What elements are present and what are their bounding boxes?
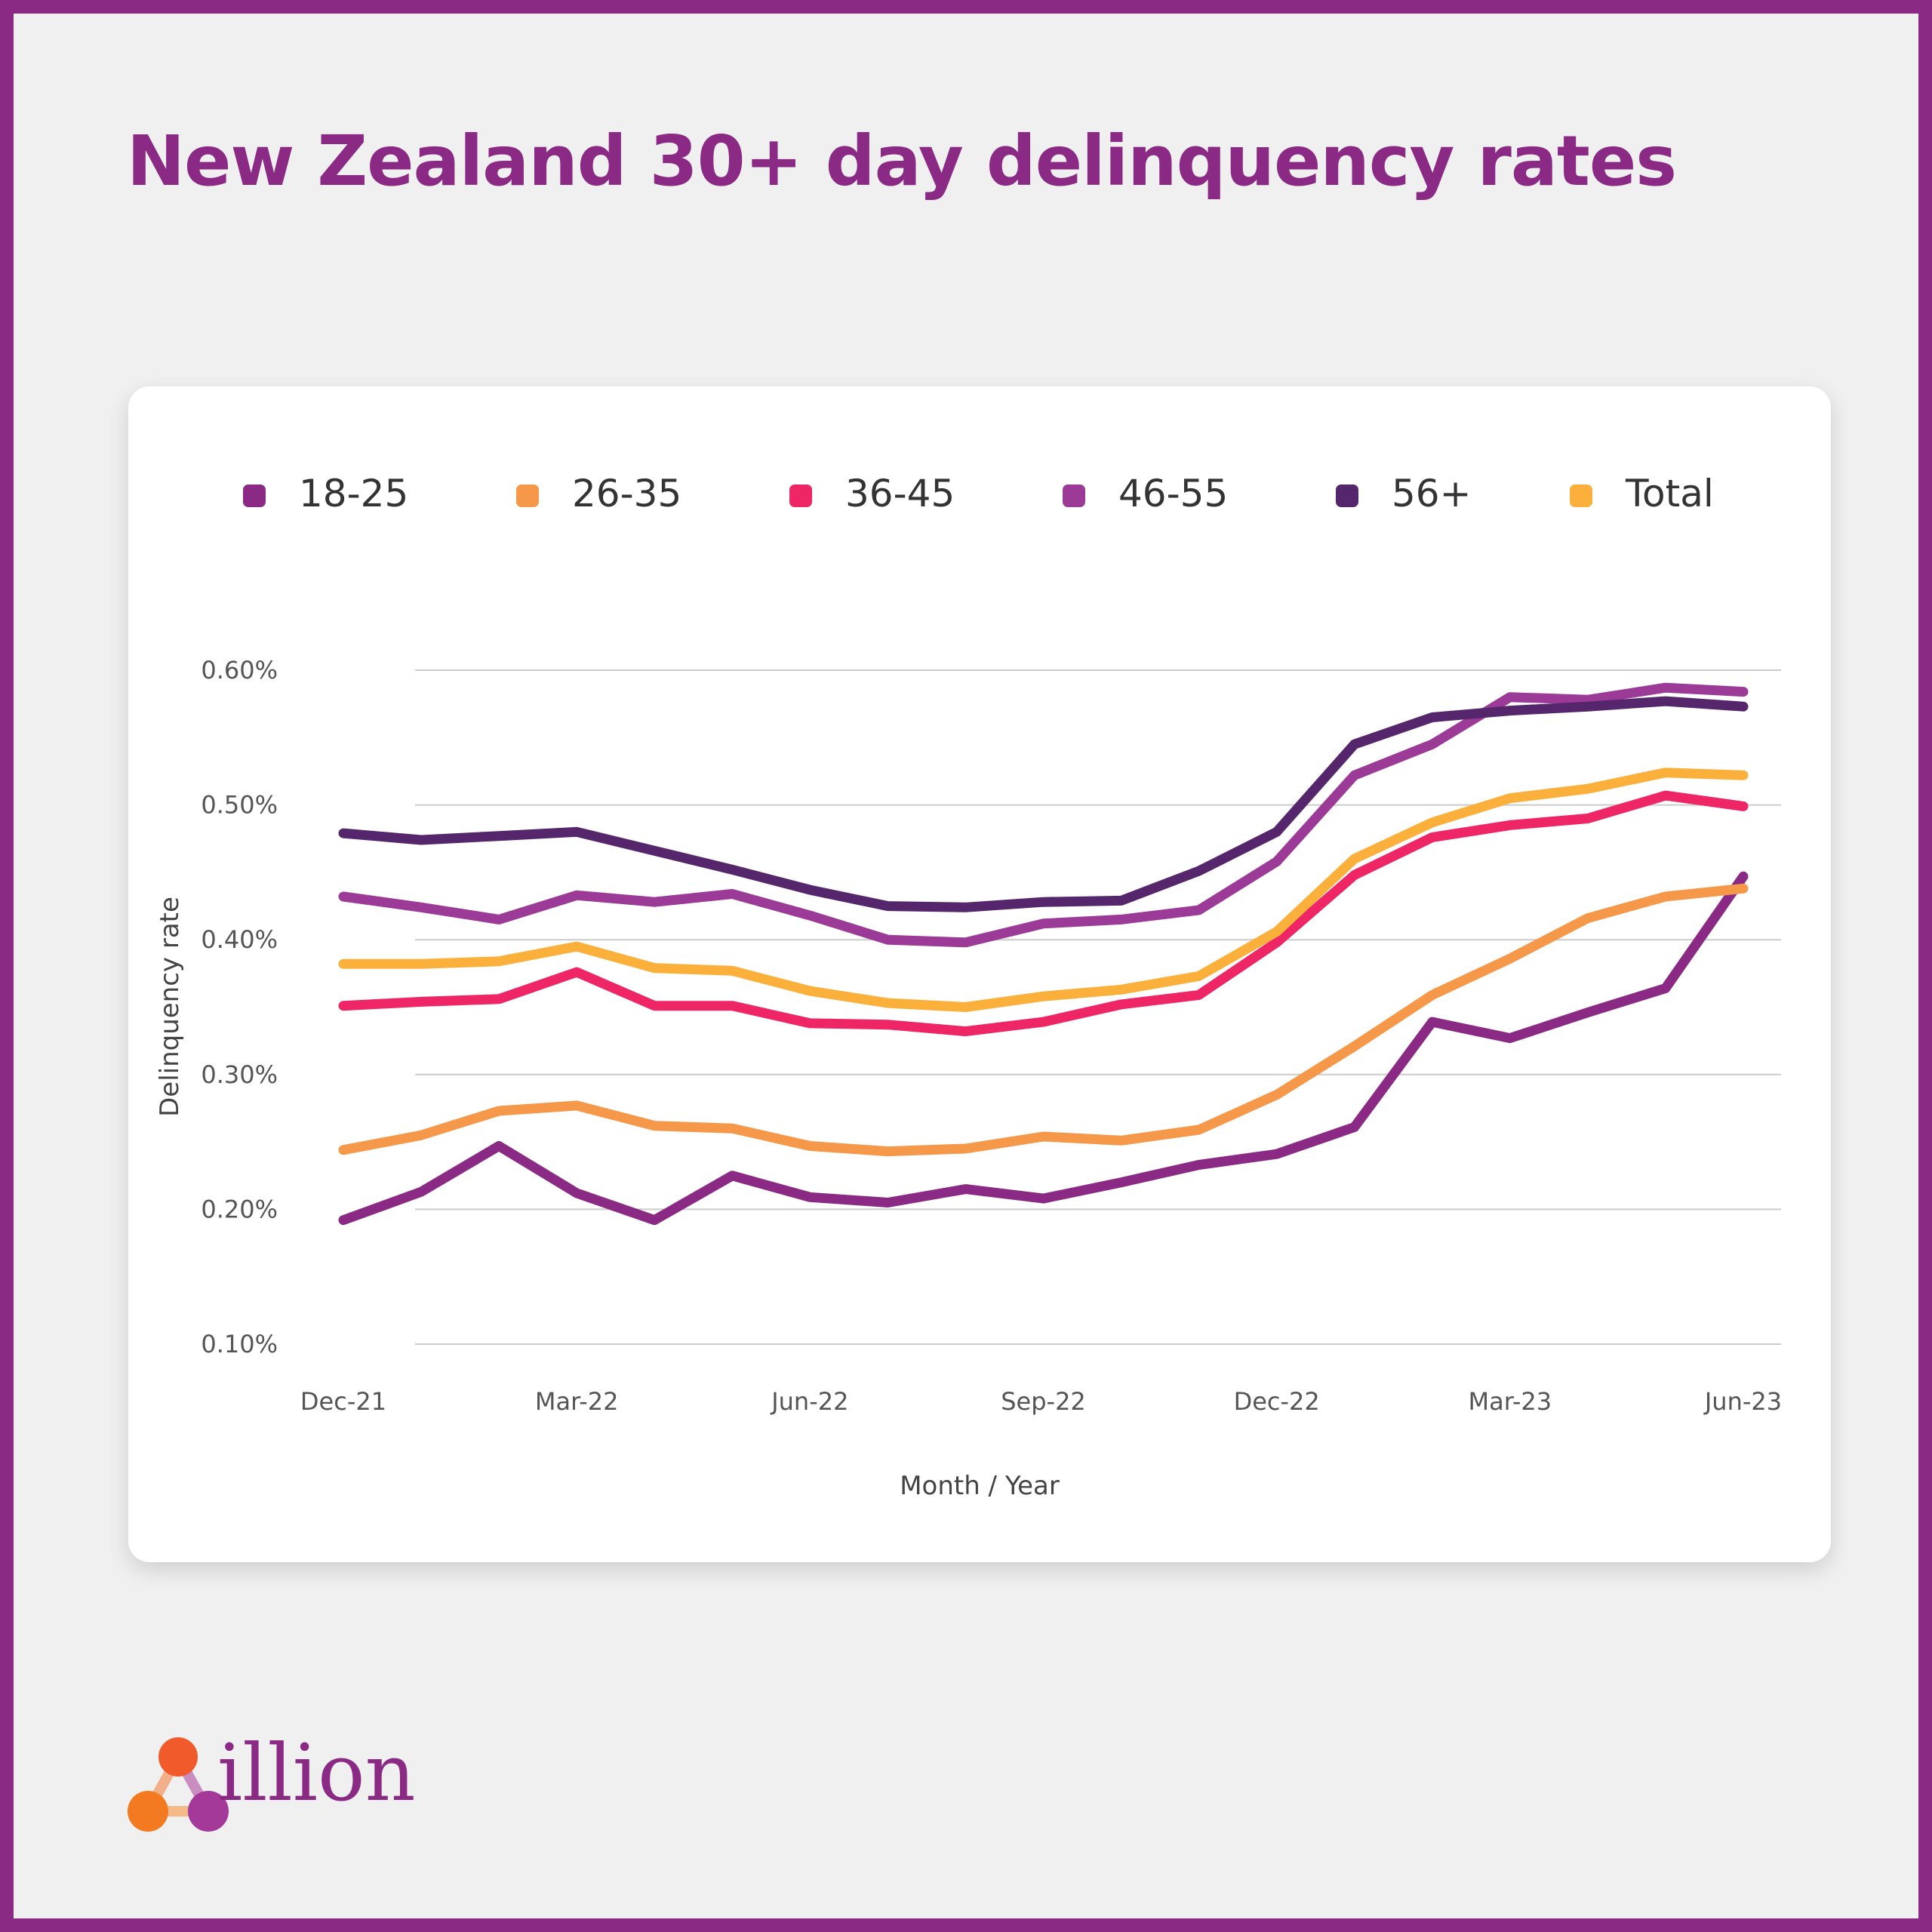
x-tick-label: Dec-21 [300, 1387, 386, 1416]
y-tick-label: 0.10% [201, 1330, 278, 1358]
series-line-4655 [338, 682, 1749, 948]
y-tick-label: 0.40% [201, 925, 278, 954]
page-title: New Zealand 30+ day delinquency rates [127, 121, 1677, 202]
series-line-2635 [338, 883, 1749, 1157]
x-tick-label: Sep-22 [1001, 1387, 1086, 1416]
y-tick-label: 0.30% [201, 1060, 278, 1089]
legend-label: Total [1626, 472, 1714, 515]
series-line-56 [338, 696, 1749, 912]
legend-swatch [516, 485, 539, 507]
series-line-3645 [338, 790, 1749, 1037]
legend-swatch [1336, 485, 1358, 507]
illion-logo-icon [128, 1737, 229, 1832]
legend-label: 18-25 [299, 472, 409, 515]
line-chart: 0.10% 0.20% 0.30% 0.40% 0.50% 0.60% Dec-21 Mar-… [155, 656, 1782, 1501]
y-tick-label: 0.60% [201, 656, 278, 685]
x-tick-label: Dec-22 [1234, 1387, 1320, 1416]
x-tick-label: Mar-22 [535, 1387, 619, 1416]
legend-label: 36-45 [845, 472, 955, 515]
brand-wordmark: illion [217, 1727, 416, 1819]
x-tick-label: Jun-22 [770, 1387, 848, 1416]
legend-swatch [243, 485, 266, 507]
x-tick-label: Jun-23 [1703, 1387, 1782, 1416]
y-tick-label: 0.20% [201, 1195, 278, 1223]
series-line-total [338, 768, 1749, 1012]
legend-swatch [1063, 485, 1085, 507]
chart-card: 18-25 26-35 36-45 46-55 56+ Total 0.10% 0.20% 0… [128, 386, 1831, 1562]
y-tick-label: 0.50% [201, 791, 278, 820]
x-axis-title: Month / Year [900, 1471, 1060, 1501]
legend-label: 46-55 [1118, 472, 1229, 515]
x-tick-label: Mar-23 [1469, 1387, 1552, 1416]
legend-label: 56+ [1392, 472, 1472, 515]
series-line-1825 [338, 871, 1749, 1226]
legend-swatch [1570, 485, 1592, 507]
legend-label: 26-35 [572, 472, 682, 515]
y-axis-title: Delinquency rate [155, 897, 185, 1117]
legend-swatch [789, 485, 812, 507]
